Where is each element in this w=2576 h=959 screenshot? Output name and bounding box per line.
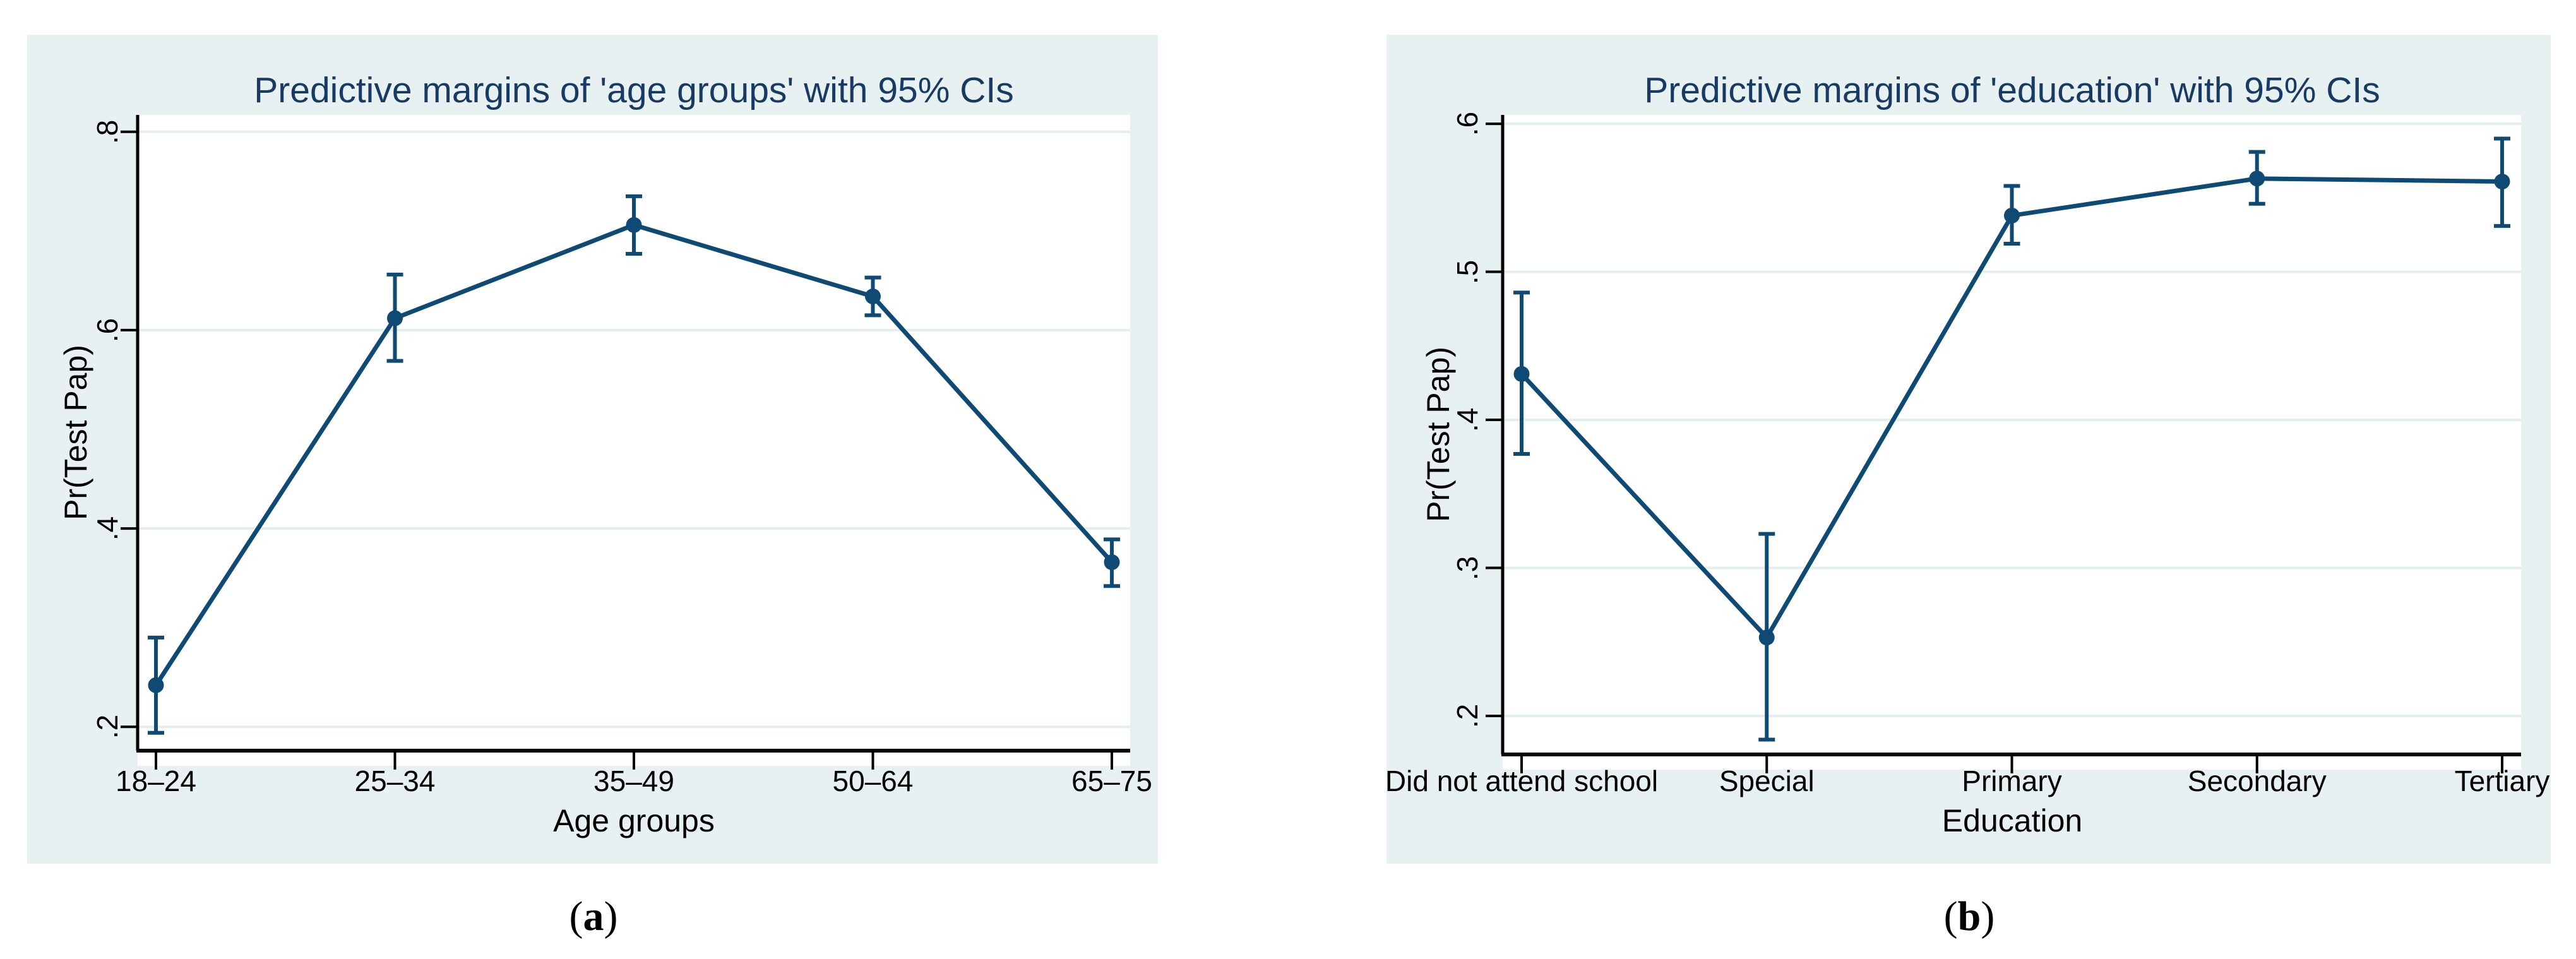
x-tick-label: Secondary <box>2187 765 2327 797</box>
panel-b-caption: (b) <box>1944 893 1995 941</box>
caption-a-letter: a <box>583 893 604 939</box>
y-tick-label: .8 <box>91 119 124 144</box>
y-axis-title-a: Pr(Test Pap) <box>58 345 93 520</box>
caption-b-close: ) <box>1981 893 1995 939</box>
data-point-marker <box>626 217 642 233</box>
panel-a: Predictive margins of 'age groups' with … <box>27 35 1158 864</box>
education-plot <box>1486 115 2521 773</box>
x-tick-label: 18–24 <box>116 765 196 797</box>
panel-b: Predictive margins of 'education' with 9… <box>1385 35 2551 864</box>
data-point-marker <box>865 288 881 304</box>
x-tick-label: Tertiary <box>2454 765 2550 797</box>
y-tick-label: .6 <box>91 318 124 343</box>
x-tick-label: Primary <box>1962 765 2062 797</box>
y-tick-label: .4 <box>91 516 124 541</box>
caption-a-close: ) <box>604 893 618 939</box>
data-point-marker <box>1758 629 1775 646</box>
x-tick-label: Special <box>1719 765 1815 797</box>
data-point-marker <box>1513 366 1530 382</box>
y-tick-label: .6 <box>1451 111 1484 136</box>
data-point-marker <box>2004 207 2020 223</box>
x-axis-title-a: Age groups <box>553 803 715 838</box>
y-tick-label: .4 <box>1451 407 1484 432</box>
y-tick-label: .2 <box>1451 703 1484 729</box>
y-axis-title-b: Pr(Test Pap) <box>1421 347 1456 522</box>
caption-b-open: ( <box>1943 893 1958 939</box>
y-tick-label: .5 <box>1451 259 1484 284</box>
data-point-marker <box>2494 174 2510 190</box>
data-point-marker <box>2249 170 2265 187</box>
x-axis-title-b: Education <box>1941 803 2083 838</box>
data-point-marker <box>387 310 403 326</box>
x-tick-label: 25–34 <box>354 765 436 797</box>
x-tick-label: 35–49 <box>593 765 674 797</box>
panel-a-caption: (a) <box>569 893 618 941</box>
data-point-marker <box>148 677 164 693</box>
chart-title-a: Predictive margins of 'age groups' with … <box>254 70 1014 110</box>
age-groups-plot <box>121 115 1130 770</box>
x-tick-label: 50–64 <box>832 765 914 797</box>
x-tick-label: Did not attend school <box>1385 765 1659 797</box>
caption-a-open: ( <box>569 893 583 939</box>
x-tick-label: 65–75 <box>1071 765 1152 797</box>
chart-title-b: Predictive margins of 'education' with 9… <box>1644 70 2380 110</box>
data-point-marker <box>1104 554 1120 571</box>
y-tick-label: .2 <box>91 715 124 739</box>
y-tick-label: .3 <box>1451 556 1484 580</box>
caption-b-letter: b <box>1957 893 1981 939</box>
